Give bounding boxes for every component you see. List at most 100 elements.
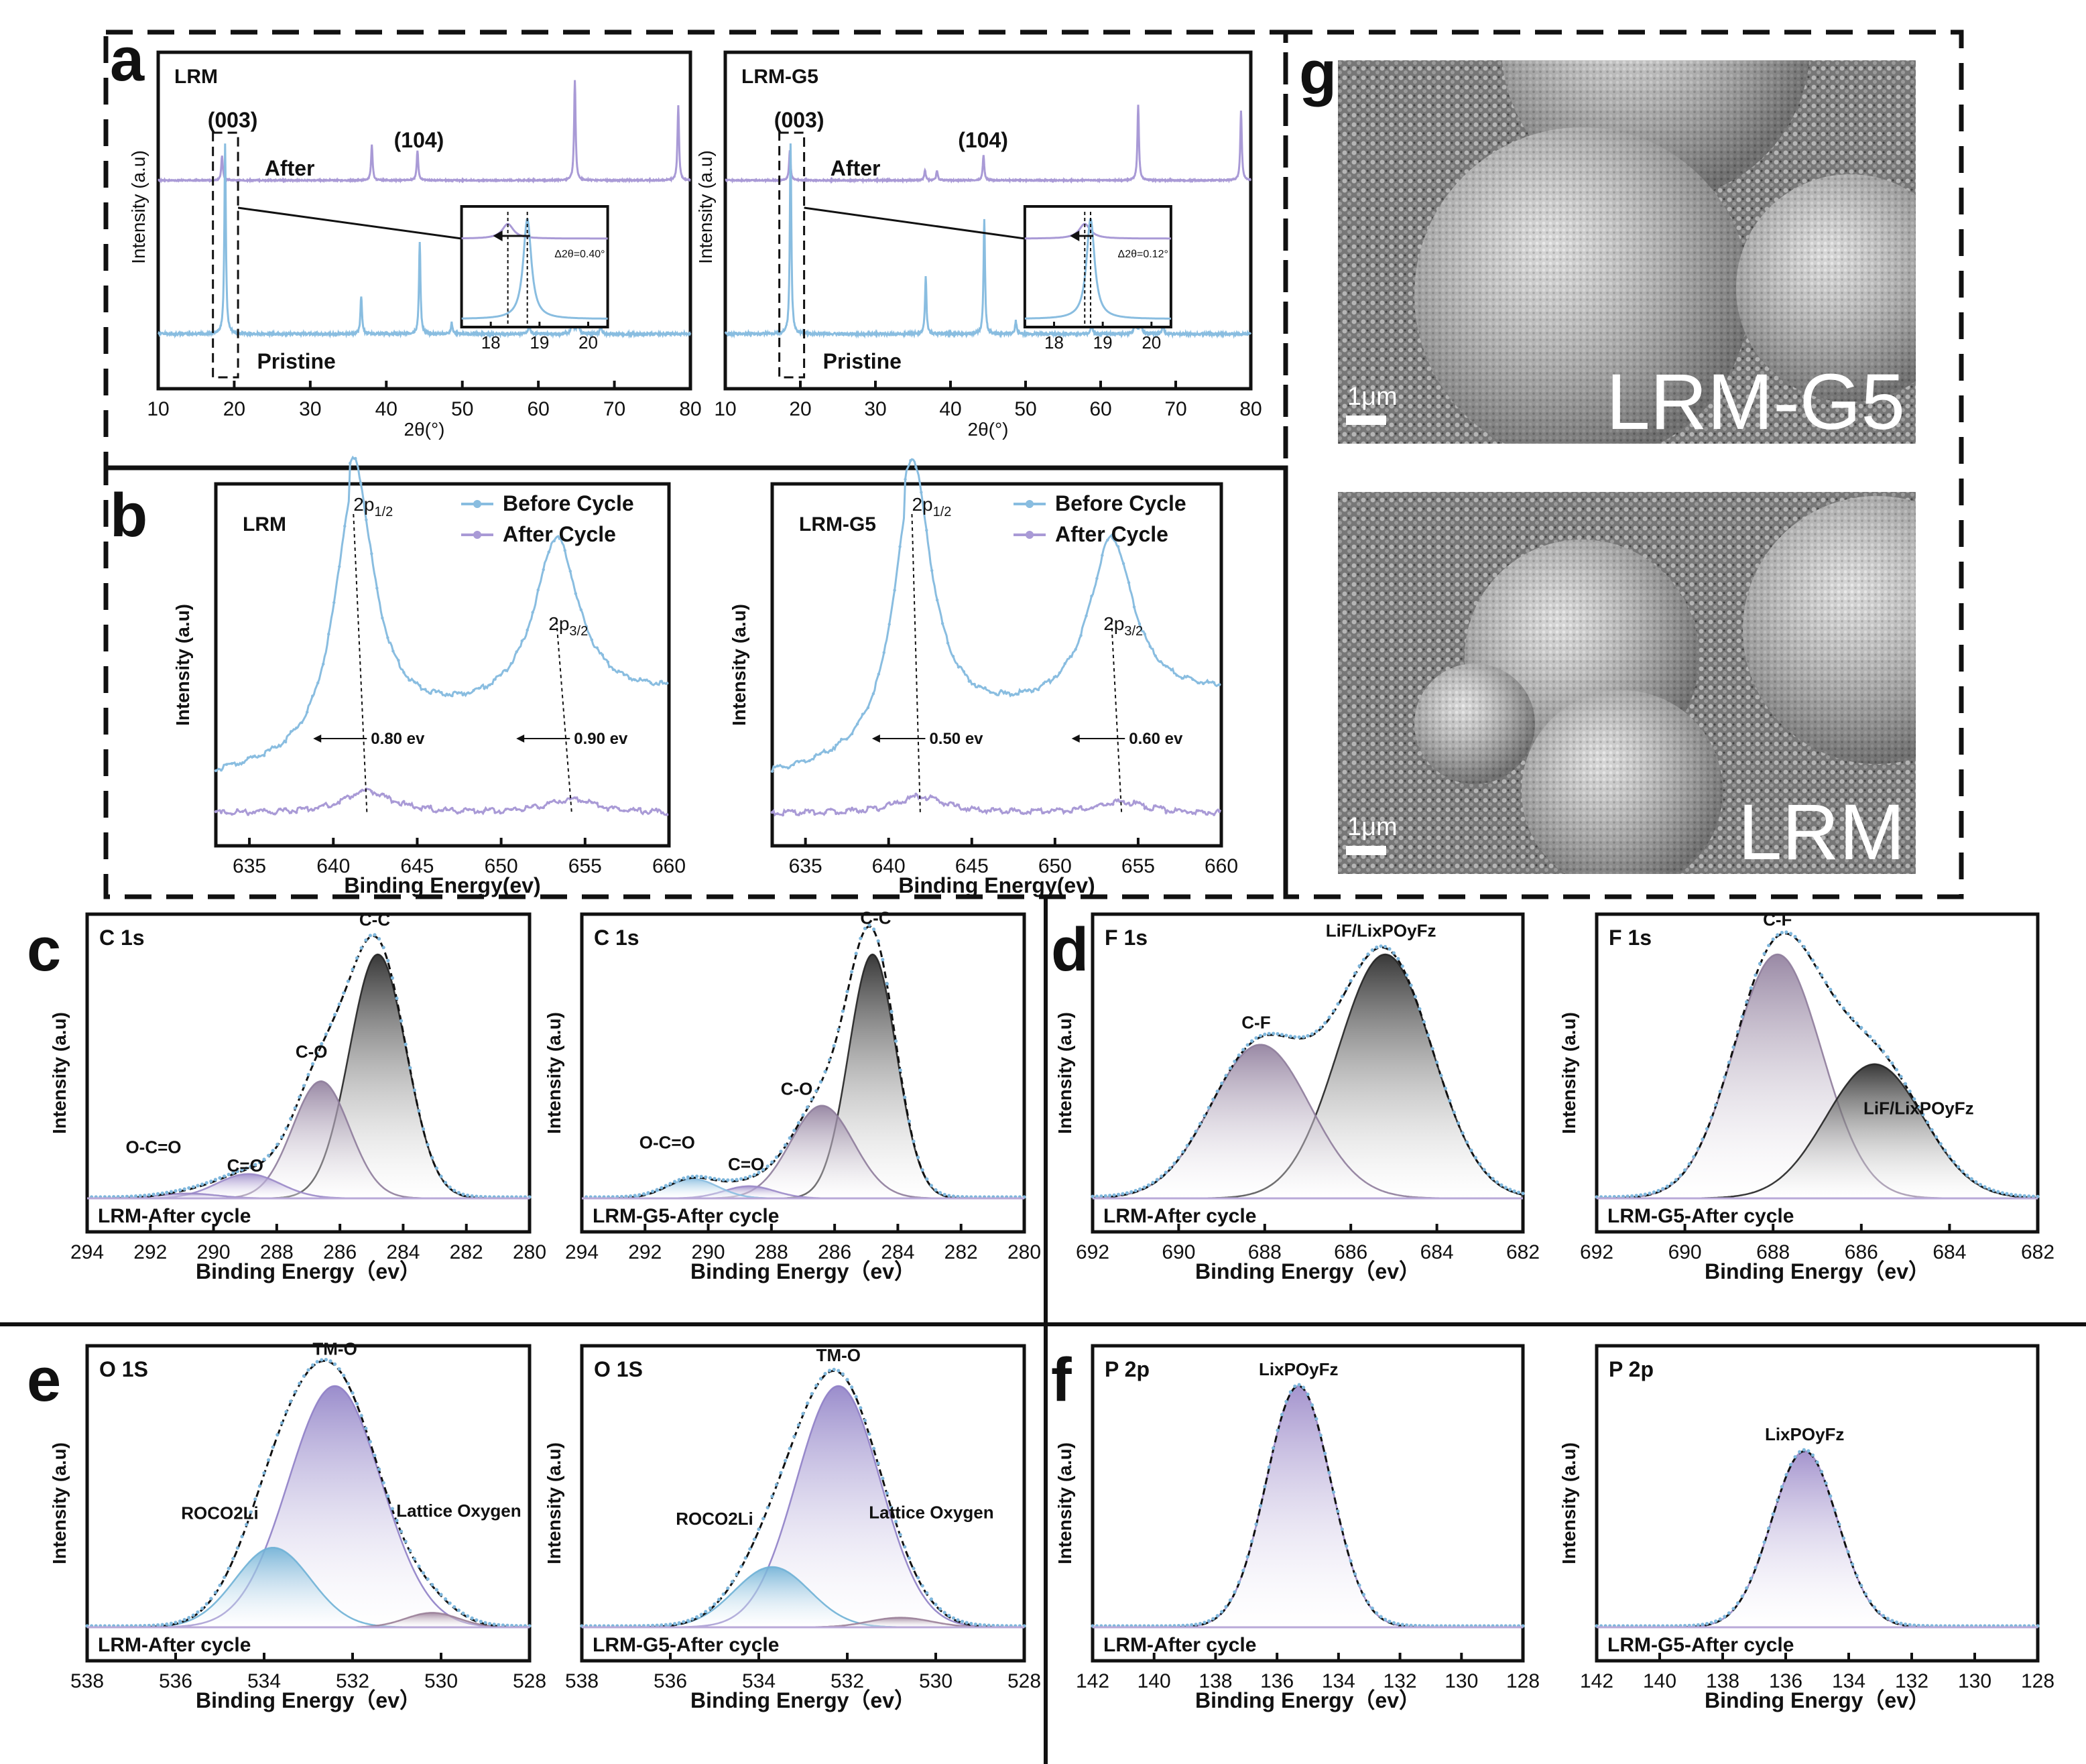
raw-data-point [160,1191,164,1195]
series-marker [536,588,540,592]
raw-data-point [1723,1075,1727,1079]
peak-label-sub: 3/2 [569,624,588,639]
raw-data-point [1762,952,1766,956]
shift-arrowhead [313,735,322,743]
series-marker [611,668,615,672]
raw-data-point [1340,1527,1344,1531]
raw-data-point [355,1401,359,1406]
raw-data-point [231,1171,235,1175]
component-fill [582,1567,1024,1627]
raw-data-point [1925,1120,1930,1125]
raw-data-point [475,1194,479,1198]
x-axis-label: Binding Energy(ev) [344,873,540,897]
series-marker [1164,811,1168,814]
chart-title: O 1S [594,1357,643,1381]
x-tick-label: 138 [1706,1670,1739,1692]
raw-data-point [1323,1021,1327,1025]
series-marker [893,800,896,804]
series-marker [818,811,822,814]
raw-data-point [1714,1619,1718,1623]
raw-data-point [735,1572,739,1576]
series-marker [1132,800,1136,803]
raw-data-point [730,1580,734,1584]
raw-data-point [1396,1622,1400,1626]
component-label: C=O [227,1155,263,1176]
series-marker [520,639,524,643]
series-marker [590,638,594,641]
raw-data-point [1207,1106,1211,1110]
raw-data-point [1392,1621,1396,1625]
raw-data-point [814,1088,818,1093]
series-marker [973,682,976,686]
series-marker [440,691,443,694]
series-marker [654,682,658,685]
series-marker [306,710,309,714]
sem-images: 1μm LRM-G5 1μm LRM [1338,60,1916,877]
series-marker [1021,690,1024,693]
series-marker [542,568,545,572]
raw-data-point [1788,932,1793,936]
series-marker [1026,810,1030,814]
series-marker [617,670,621,673]
raw-data-point [1904,1082,1908,1086]
raw-data-point [1224,1604,1228,1609]
x-tick-label: 288 [755,1241,788,1263]
series-marker [574,796,577,800]
series-marker [509,662,513,666]
series-marker [354,456,357,460]
inset-pristine-line [461,218,608,320]
raw-data-point [1151,1180,1155,1185]
raw-data-point [1987,1187,1991,1191]
particle-shading [1736,174,1916,402]
series-marker [483,686,486,690]
component-fill [582,1617,1024,1627]
raw-data-point [134,1194,138,1198]
raw-data-point [178,1188,182,1192]
series-line-after [158,80,691,184]
raw-data-point [364,938,368,942]
series-marker [536,806,540,810]
series-marker [978,809,981,812]
series-marker [935,798,939,802]
raw-data-point [965,1621,969,1625]
x-tick-label: 660 [652,855,686,877]
chart-title: LRM-G5 [741,66,818,88]
raw-data-point [196,1610,200,1614]
raw-data-point [1758,962,1762,966]
raw-data-point [2014,1193,2018,1197]
series-marker [999,689,1003,692]
raw-data-point [1956,1165,1961,1169]
x-tick-label: 140 [1643,1670,1676,1692]
plot-frame [723,50,1253,391]
raw-data-point [284,1126,288,1131]
frame-panel-g [1283,29,1964,899]
raw-data-point [1802,944,1806,949]
series-marker [654,808,658,811]
x-tick-label: 655 [568,855,602,877]
raw-data-point [271,1445,275,1449]
series-marker [850,732,854,736]
raw-data-point [1969,1177,1973,1181]
raw-data-point [947,1613,951,1618]
raw-data-point [231,1556,235,1561]
series-marker [877,672,881,676]
series-marker [1079,633,1083,637]
legend-marker [1026,531,1034,539]
x-tick-label: 50 [451,398,473,420]
raw-data-point [796,1423,800,1427]
raw-data-point [1400,964,1404,968]
component-label: TM-O [816,1345,861,1365]
x-tick-label: 288 [260,1241,294,1263]
sample-label: LRM-After cycle [98,1634,251,1656]
chart-c1: C-C C-O C=O O-C=O C 1s LRM-After cycle 294 292 2… [49,909,546,1283]
raw-data-point [690,1617,694,1621]
raw-data-point [315,1360,319,1364]
raw-data-point [191,1185,195,1189]
component-label: ROCO2Li [181,1503,259,1523]
x-tick-label: 534 [247,1670,281,1692]
raw-data-point [1366,952,1370,956]
series-marker [1127,581,1131,584]
raw-data-point [204,1181,208,1185]
series-marker [1138,622,1142,625]
raw-data-point [1499,1183,1504,1187]
